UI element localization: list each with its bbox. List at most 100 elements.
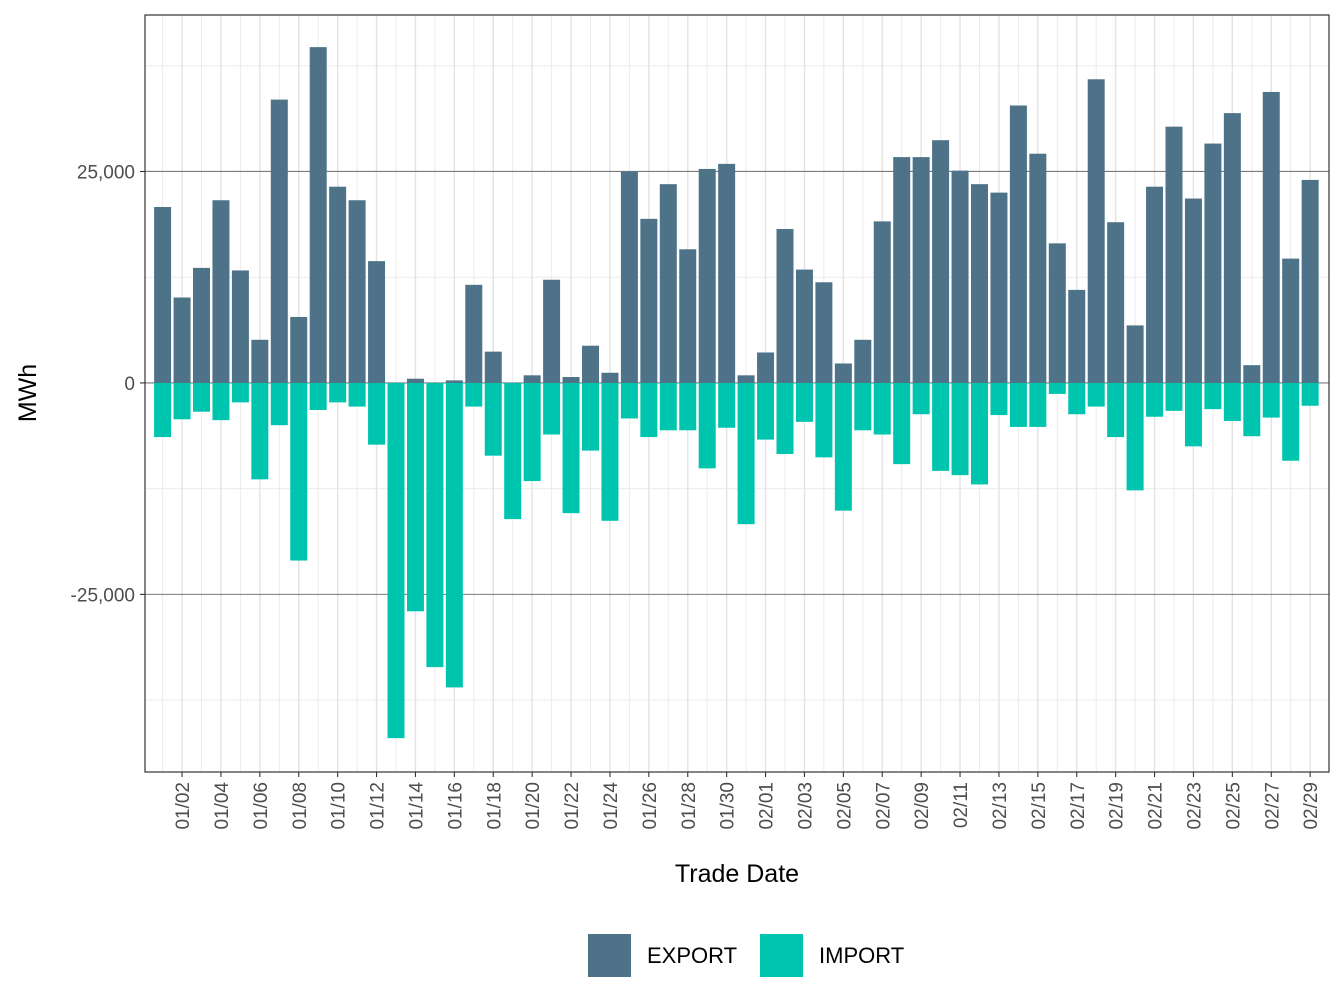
x-tick-label: 01/12 bbox=[368, 782, 389, 830]
bar-export bbox=[679, 249, 697, 383]
bar-export bbox=[582, 345, 599, 383]
bar-import bbox=[445, 382, 463, 688]
bar-export bbox=[757, 352, 775, 383]
bar-import bbox=[231, 382, 249, 403]
bar-export bbox=[698, 168, 716, 383]
bar-export bbox=[368, 261, 386, 383]
bar-export bbox=[543, 279, 561, 383]
bar-export bbox=[173, 297, 191, 383]
bar-export bbox=[251, 339, 269, 383]
bar-import bbox=[679, 382, 697, 431]
bar-import bbox=[1068, 382, 1086, 415]
bar-import bbox=[193, 382, 210, 412]
legend: EXPORT IMPORT bbox=[588, 934, 904, 977]
y-axis-title: MWh bbox=[14, 364, 42, 422]
bar-export bbox=[1107, 222, 1125, 383]
x-tick-label: 01/08 bbox=[290, 782, 311, 830]
bar-export bbox=[718, 163, 736, 383]
x-tick-label: 02/11 bbox=[951, 782, 972, 828]
bar-import bbox=[776, 382, 794, 454]
bar-export bbox=[1009, 105, 1027, 383]
x-tick-label: 01/20 bbox=[523, 782, 544, 830]
bar-export bbox=[348, 200, 366, 383]
bar-export bbox=[212, 200, 230, 383]
y-tick-label: -25,000 bbox=[71, 585, 135, 606]
x-tick-label: 01/30 bbox=[718, 782, 739, 830]
bar-import bbox=[426, 382, 444, 668]
bar-import bbox=[173, 382, 191, 420]
bar-export bbox=[1282, 258, 1300, 383]
bar-import bbox=[737, 382, 755, 525]
x-tick-label: 02/07 bbox=[873, 782, 894, 830]
bar-export bbox=[1048, 243, 1066, 383]
bar-import bbox=[951, 382, 969, 476]
x-tick-label: 01/16 bbox=[445, 782, 466, 830]
bar-export bbox=[1223, 113, 1241, 383]
legend-label-import: IMPORT bbox=[819, 943, 904, 968]
bar-import bbox=[990, 382, 1008, 416]
bar-export bbox=[270, 99, 288, 383]
bar-export bbox=[1068, 289, 1086, 383]
x-tick-label: 01/26 bbox=[640, 782, 661, 830]
bar-import bbox=[1107, 382, 1125, 438]
bar-export bbox=[951, 170, 969, 383]
bar-import bbox=[1262, 382, 1280, 418]
bar-import bbox=[893, 382, 911, 465]
bar-export bbox=[562, 377, 580, 383]
x-tick-label: 01/06 bbox=[251, 782, 272, 830]
bar-export bbox=[523, 375, 541, 383]
y-tick-label: 25,000 bbox=[77, 162, 135, 183]
bar-export bbox=[640, 218, 658, 383]
x-tick-label: 02/29 bbox=[1301, 782, 1322, 830]
bar-import bbox=[582, 382, 599, 451]
bar-import bbox=[1165, 382, 1183, 411]
bar-export bbox=[1087, 79, 1105, 383]
x-tick-label: 01/04 bbox=[212, 782, 233, 830]
y-axis: -25,000 0 25,000 bbox=[71, 162, 145, 606]
bars bbox=[154, 47, 1319, 739]
bar-import bbox=[1048, 382, 1066, 394]
bar-export bbox=[484, 351, 502, 383]
x-axis: 01/02 01/04 01/06 01/08 01/10 01/12 01/14 01/16… bbox=[173, 772, 1322, 830]
bar-export bbox=[854, 339, 872, 383]
bar-import bbox=[348, 382, 366, 407]
plot-panel-border bbox=[144, 14, 1330, 773]
x-tick-label: 01/18 bbox=[484, 782, 505, 830]
bar-import bbox=[154, 382, 172, 438]
bar-export bbox=[329, 186, 347, 383]
bar-export bbox=[795, 269, 813, 383]
bar-export bbox=[659, 184, 677, 383]
bar-import bbox=[368, 382, 386, 445]
bar-import bbox=[601, 382, 619, 521]
bar-export bbox=[737, 375, 755, 383]
bar-import bbox=[1223, 382, 1241, 421]
bar-import bbox=[504, 382, 522, 520]
bar-export bbox=[1146, 186, 1164, 383]
bar-import bbox=[543, 382, 561, 435]
legend-key-export bbox=[588, 934, 631, 977]
x-tick-label: 01/28 bbox=[679, 782, 700, 830]
bar-import bbox=[795, 382, 813, 422]
bar-export bbox=[1184, 198, 1202, 383]
bar-import bbox=[1029, 382, 1047, 427]
bar-import bbox=[1009, 382, 1027, 427]
bar-export bbox=[815, 282, 833, 383]
bar-import bbox=[1204, 382, 1222, 410]
bar-import bbox=[932, 382, 950, 471]
bar-import bbox=[329, 382, 347, 403]
y-tick-label: 0 bbox=[124, 374, 135, 395]
bar-import bbox=[718, 382, 736, 428]
bar-import bbox=[1184, 382, 1202, 447]
bar-import bbox=[212, 382, 230, 421]
bar-import bbox=[698, 382, 716, 469]
bar-export bbox=[971, 184, 988, 383]
bar-import bbox=[1146, 382, 1164, 417]
bar-import bbox=[1282, 382, 1300, 461]
bar-import bbox=[1243, 382, 1261, 437]
bar-export bbox=[1204, 143, 1222, 383]
bar-import bbox=[620, 382, 638, 419]
bar-import bbox=[659, 382, 677, 431]
x-tick-label: 02/13 bbox=[990, 782, 1011, 830]
bar-import bbox=[562, 382, 580, 514]
